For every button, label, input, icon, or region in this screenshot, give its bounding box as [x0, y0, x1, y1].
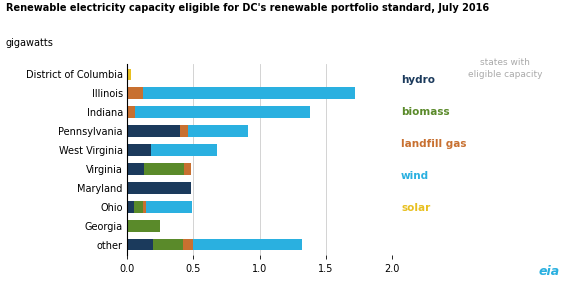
Bar: [127, 163, 144, 175]
Text: states with
eligible capacity: states with eligible capacity: [467, 58, 542, 79]
Text: biomass: biomass: [401, 107, 449, 117]
Bar: [184, 163, 190, 175]
Bar: [145, 201, 192, 213]
Bar: [127, 106, 135, 118]
Text: eia: eia: [538, 265, 560, 278]
Text: wind: wind: [401, 171, 429, 181]
Bar: [127, 220, 160, 231]
Bar: [143, 88, 355, 99]
Bar: [133, 201, 143, 213]
Bar: [151, 144, 217, 156]
Text: solar: solar: [401, 203, 430, 213]
Text: Renewable electricity capacity eligible for DC's renewable portfolio standard, J: Renewable electricity capacity eligible …: [6, 3, 489, 13]
Bar: [188, 125, 248, 137]
Bar: [127, 239, 153, 251]
Bar: [143, 201, 145, 213]
Text: hydro: hydro: [401, 75, 435, 85]
Bar: [127, 182, 190, 194]
Bar: [127, 125, 180, 137]
Bar: [127, 88, 143, 99]
Bar: [127, 144, 151, 156]
Bar: [183, 239, 193, 251]
Bar: [127, 68, 131, 80]
Bar: [135, 106, 310, 118]
Bar: [127, 201, 133, 213]
Bar: [180, 125, 188, 137]
Bar: [193, 239, 302, 251]
Bar: [144, 163, 184, 175]
Text: gigawatts: gigawatts: [6, 38, 54, 48]
Text: landfill gas: landfill gas: [401, 139, 467, 149]
Bar: [153, 239, 183, 251]
